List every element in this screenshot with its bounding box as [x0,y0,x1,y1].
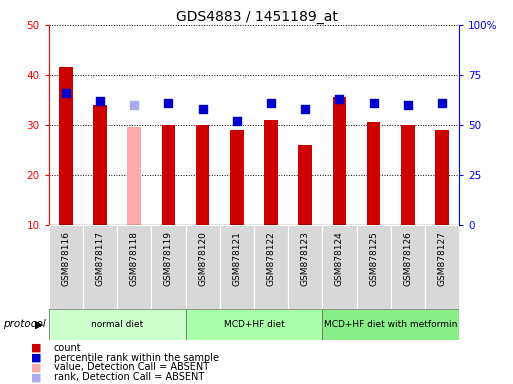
FancyBboxPatch shape [425,225,459,309]
Text: GSM878116: GSM878116 [62,232,70,286]
FancyBboxPatch shape [254,225,288,309]
Bar [196,125,209,225]
Point [336,96,344,102]
Point [233,118,241,124]
Text: GSM878117: GSM878117 [95,232,105,286]
Text: GSM878127: GSM878127 [438,232,446,286]
Bar [59,68,73,225]
Text: GDS4883 / 1451189_at: GDS4883 / 1451189_at [175,10,338,23]
Text: count: count [54,343,82,353]
Text: GSM878121: GSM878121 [232,232,241,286]
Bar [299,145,312,225]
Text: value, Detection Call = ABSENT: value, Detection Call = ABSENT [54,362,209,372]
FancyBboxPatch shape [322,225,357,309]
Text: ■: ■ [31,362,41,372]
Text: rank, Detection Call = ABSENT: rank, Detection Call = ABSENT [54,372,204,382]
Text: GSM878123: GSM878123 [301,232,310,286]
Text: GSM878124: GSM878124 [335,232,344,286]
Point [404,102,412,108]
Text: GSM878126: GSM878126 [403,232,412,286]
FancyBboxPatch shape [49,225,83,309]
Text: ■: ■ [31,372,41,382]
Text: protocol: protocol [3,319,45,329]
Point [438,100,446,106]
FancyBboxPatch shape [220,225,254,309]
Bar [162,125,175,225]
Bar [264,120,278,225]
Point [130,102,139,108]
FancyBboxPatch shape [83,225,117,309]
Bar [367,122,381,225]
Bar [401,125,415,225]
Point [62,90,70,96]
Bar [435,130,449,225]
Text: ■: ■ [31,353,41,362]
Text: GSM878120: GSM878120 [198,232,207,286]
Text: GSM878119: GSM878119 [164,232,173,286]
Text: ■: ■ [31,343,41,353]
FancyBboxPatch shape [322,309,459,340]
FancyBboxPatch shape [357,225,391,309]
Bar [332,98,346,225]
FancyBboxPatch shape [391,225,425,309]
FancyBboxPatch shape [288,225,322,309]
Bar [93,105,107,225]
Text: ▶: ▶ [35,319,44,329]
Text: percentile rank within the sample: percentile rank within the sample [54,353,219,362]
Text: GSM878125: GSM878125 [369,232,378,286]
FancyBboxPatch shape [186,225,220,309]
Point [164,100,172,106]
Text: MCD+HF diet: MCD+HF diet [224,320,284,329]
FancyBboxPatch shape [117,225,151,309]
Point [96,98,104,104]
Text: MCD+HF diet with metformin: MCD+HF diet with metformin [324,320,458,329]
FancyBboxPatch shape [151,225,186,309]
Point [369,100,378,106]
Bar [127,127,141,225]
Text: GSM878118: GSM878118 [130,232,139,286]
Point [301,106,309,112]
Text: normal diet: normal diet [91,320,143,329]
Point [267,100,275,106]
Point [199,106,207,112]
Bar [230,130,244,225]
FancyBboxPatch shape [186,309,322,340]
FancyBboxPatch shape [49,309,186,340]
Text: GSM878122: GSM878122 [267,232,275,286]
